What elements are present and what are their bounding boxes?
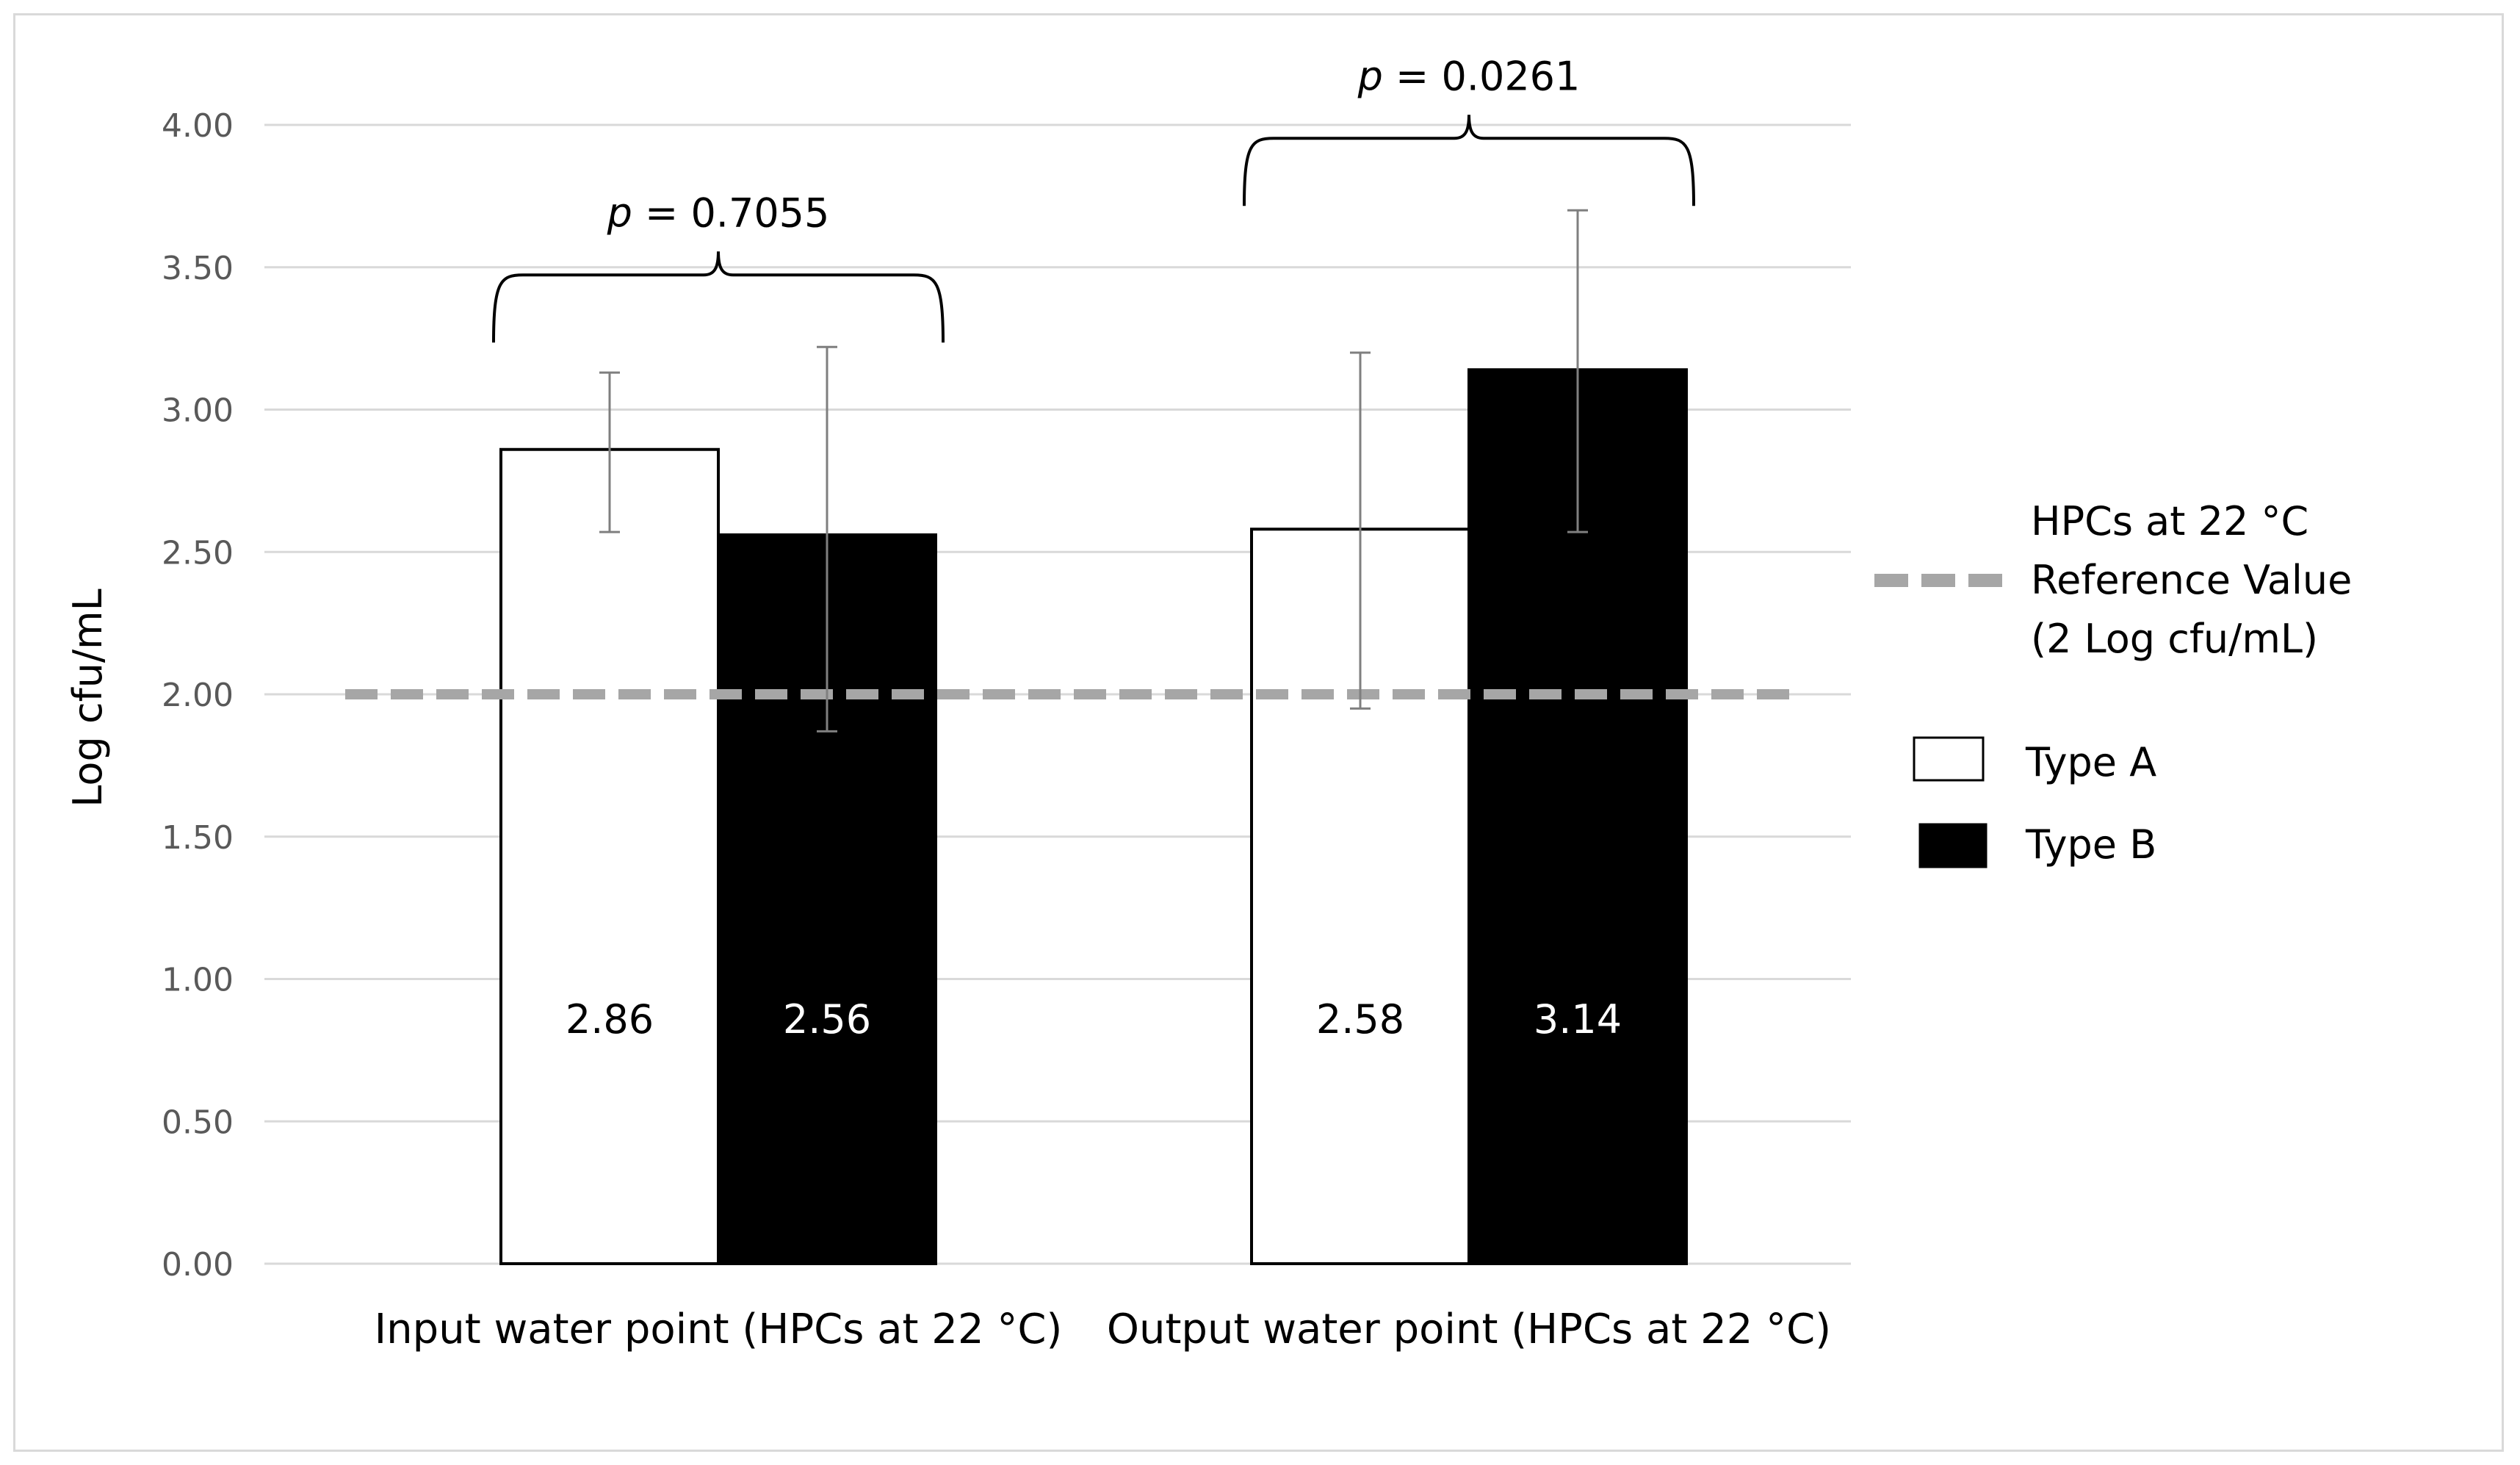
- data-label: 2.86: [566, 996, 654, 1043]
- p-value: = 0.0261: [1383, 53, 1581, 99]
- legend-reference-label-line-1: HPCs at 22 °C: [2031, 498, 2308, 544]
- legend-type-a-label: Type A: [2025, 739, 2156, 785]
- legend-reference-label-line-3: (2 Log cfu/mL): [2031, 616, 2318, 662]
- y-axis-ticks: 0.00 0.50 1.00 1.50 2.00 2.50 3.00 3.50 4.00: [162, 107, 234, 1284]
- data-label: 2.56: [783, 996, 871, 1043]
- significance-bracket: [1243, 115, 1695, 206]
- data-labels: 2.86 2.58 2.56 3.14: [566, 996, 1622, 1043]
- significance-bracket: [492, 251, 945, 343]
- y-tick-label: 0.00: [162, 1246, 234, 1284]
- p-symbol: p: [1357, 53, 1383, 99]
- legend-reference-label-line-2: Reference Value: [2031, 557, 2352, 603]
- x-category-label: Output water point (HPCs at 22 °C): [1107, 1306, 1831, 1353]
- data-label: 2.58: [1316, 996, 1404, 1043]
- y-tick-label: 3.00: [162, 392, 234, 430]
- y-tick-label: 4.00: [162, 107, 234, 145]
- y-tick-label: 3.50: [162, 250, 234, 287]
- legend-type-b-swatch: [1918, 823, 1988, 868]
- bar: [499, 447, 720, 1265]
- legend-type-a-swatch: [1913, 736, 1985, 782]
- p-value-label: p = 0.7055: [607, 190, 830, 236]
- y-tick-label: 2.00: [162, 677, 234, 714]
- y-tick-label: 1.50: [162, 819, 234, 857]
- p-value: = 0.7055: [632, 190, 830, 236]
- error-bars: [599, 209, 1588, 732]
- data-label: 3.14: [1534, 996, 1622, 1043]
- bars: [499, 368, 1688, 1265]
- y-axis-label: Log cfu/mL: [65, 588, 111, 807]
- y-tick-label: 1.00: [162, 962, 234, 999]
- legend-type-b-label: Type B: [2025, 821, 2156, 868]
- p-symbol: p: [607, 190, 632, 236]
- legend: HPCs at 22 °C Reference Value (2 Log cfu…: [1874, 498, 2352, 868]
- y-tick-label: 0.50: [162, 1104, 234, 1141]
- x-category-label: Input water point (HPCs at 22 °C): [375, 1306, 1063, 1353]
- x-axis-categories: Input water point (HPCs at 22 °C) Output …: [375, 1306, 1831, 1353]
- p-value-label: p = 0.0261: [1357, 53, 1581, 99]
- y-tick-label: 2.50: [162, 534, 234, 572]
